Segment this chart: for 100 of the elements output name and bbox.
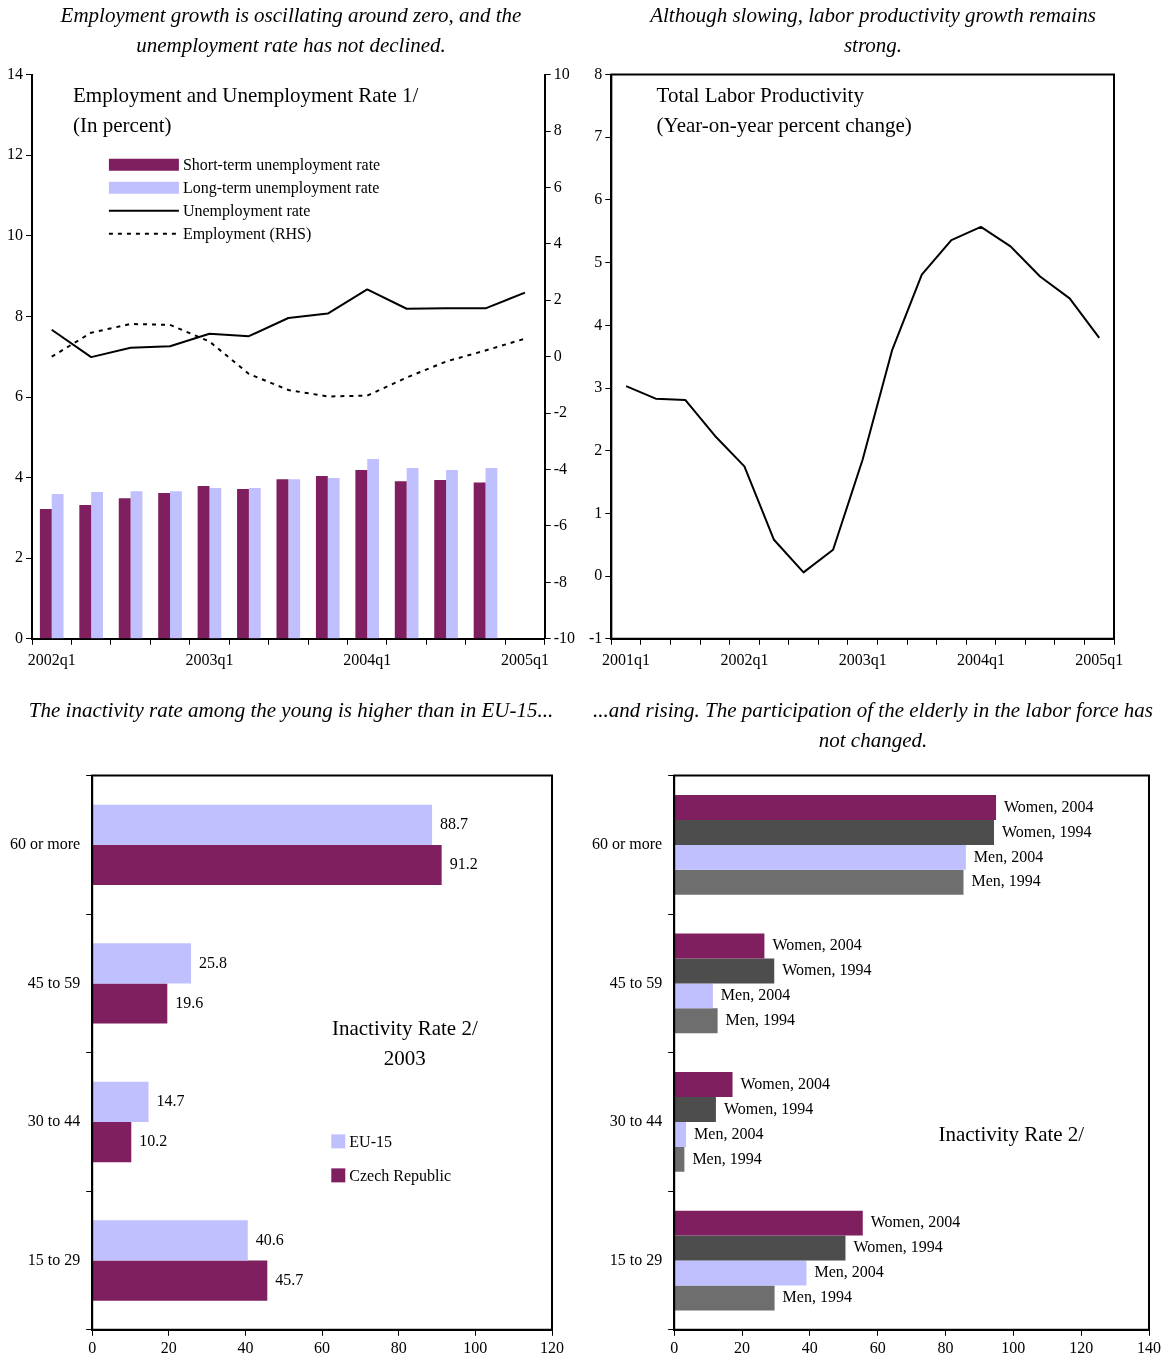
y-tick-label: 4 [594, 315, 603, 333]
y-tick-label: 45 to 59 [609, 973, 663, 991]
y-tick-label: 12 [7, 145, 23, 163]
data-label: 88.7 [440, 814, 469, 832]
text: Women, 2004 [740, 1074, 830, 1092]
y-tick-label: 6 [594, 190, 603, 208]
x-tick-label: 40 [237, 1338, 254, 1356]
y2-tick-label: 8 [553, 121, 562, 139]
y2-tick-label: 0 [553, 346, 562, 364]
x-tick-label: 2004q1 [956, 650, 1005, 669]
text: Men, 2004 [694, 1124, 764, 1142]
x-tick-label: 100 [1001, 1338, 1026, 1356]
data-label: 25.8 [199, 953, 228, 971]
bar [92, 804, 433, 845]
data-label: 14.7 [156, 1092, 185, 1110]
chart-title: Employment growth is oscillating around zero, and the unemployment rate has not declined. [59, 2, 523, 59]
y-tick-label: 15 to 29 [609, 1250, 663, 1268]
y2-tick-label: -8 [553, 572, 567, 590]
y-tick-label: 0 [15, 629, 23, 646]
y2-tick-label: 10 [553, 64, 570, 82]
y-tick-label: 60 or more [592, 835, 663, 853]
y-tick-label: 7 [594, 127, 603, 145]
y-tick-label: 30 to 44 [27, 1112, 81, 1130]
bar [674, 1210, 863, 1236]
bar [674, 819, 995, 845]
y-tick-label: 8 [594, 64, 603, 82]
legend-label: Czech Republic [349, 1166, 452, 1185]
bar [92, 844, 442, 886]
bar [674, 844, 966, 870]
x-tick-label: 2003q1 [838, 650, 887, 669]
x-tick-label: 100 [463, 1338, 488, 1356]
y2-tick-label: -2 [553, 403, 567, 421]
bar [674, 933, 765, 959]
chart-title: The inactivity rate among the young is higher than in EU-15... [27, 697, 555, 724]
text: Men, 1994 [782, 1288, 852, 1306]
x-tick-label: 120 [540, 1338, 564, 1356]
y2-tick-label: 6 [553, 177, 562, 195]
bar [674, 1121, 687, 1147]
y-tick-label: 3 [594, 378, 603, 396]
x-tick-label: 140 [1137, 1338, 1161, 1356]
text: Women, 2004 [1004, 797, 1094, 815]
x-tick-label: 2004q1 [343, 650, 392, 669]
text: Women, 1994 [853, 1238, 943, 1256]
bar [92, 943, 192, 984]
bar [674, 1146, 685, 1172]
y-tick-label: -1 [589, 629, 603, 646]
y-tick-label: 8 [15, 306, 23, 324]
text: Employment and Unemployment Rate 1/ (In percent) [73, 82, 419, 137]
bar [674, 1235, 846, 1261]
x-tick-label: 0 [670, 1338, 679, 1356]
legend-label: Short-term unemployment rate [182, 156, 381, 175]
legend-label: EU-15 [349, 1132, 392, 1150]
x-tick-label: 60 [314, 1338, 331, 1356]
x-tick-label: 2005q1 [1075, 650, 1124, 669]
y-tick-label: 1 [594, 503, 603, 521]
x-tick-label: 2002q1 [27, 650, 76, 669]
bar [674, 1285, 775, 1311]
bar [674, 869, 964, 895]
y2-tick-label: -6 [553, 516, 567, 534]
text: Inactivity Rate 2/ 2003 [331, 1016, 478, 1071]
y-tick-label: 14 [7, 64, 23, 82]
text: Men, 2004 [814, 1263, 884, 1281]
y-tick-label: 2 [594, 440, 603, 458]
series-label: Women, 2004 [772, 936, 862, 954]
text: Men, 1994 [725, 1011, 795, 1029]
text: Women, 1994 [723, 1099, 814, 1117]
y-tick-label: 2 [15, 548, 23, 566]
y-tick-label: 10 [7, 226, 23, 243]
y2-tick-label: 4 [553, 234, 562, 252]
bar [674, 795, 997, 820]
x-tick-label: 20 [160, 1338, 177, 1356]
y2-tick-label: -10 [553, 629, 575, 646]
x-tick-label: 0 [88, 1338, 97, 1356]
text: Men, 2004 [720, 986, 791, 1004]
y-tick-label: 6 [15, 387, 23, 405]
bar [92, 1121, 132, 1163]
y-tick-label: 15 to 29 [27, 1250, 81, 1268]
y-tick-label: 45 to 59 [27, 973, 81, 991]
x-tick-label: 2001q1 [602, 650, 651, 669]
x-tick-label: 2002q1 [720, 650, 769, 669]
y2-tick-label: -4 [553, 459, 567, 477]
bar [674, 1072, 733, 1098]
x-tick-label: 80 [390, 1338, 407, 1356]
text: Total Labor Productivity (Year-on-year percent change) [656, 82, 912, 137]
y-tick-label: 5 [594, 252, 603, 270]
bar [674, 1008, 718, 1034]
y-tick-label: 4 [15, 467, 23, 485]
x-tick-label: 80 [937, 1338, 954, 1356]
chart-title: Although slowing, labor productivity growth remains strong. [648, 2, 1097, 59]
x-tick-label: 120 [1069, 1338, 1094, 1356]
bar [92, 983, 168, 1024]
y2-tick-label: 2 [553, 290, 562, 308]
data-label: 91.2 [449, 855, 478, 873]
bar [674, 958, 775, 984]
bar [674, 1260, 807, 1286]
text: Women, 2004 [870, 1213, 961, 1231]
y-tick-label: 0 [594, 566, 603, 584]
bar [92, 1081, 149, 1122]
y-tick-label: 60 or more [10, 835, 81, 853]
data-label: 40.6 [255, 1230, 284, 1248]
